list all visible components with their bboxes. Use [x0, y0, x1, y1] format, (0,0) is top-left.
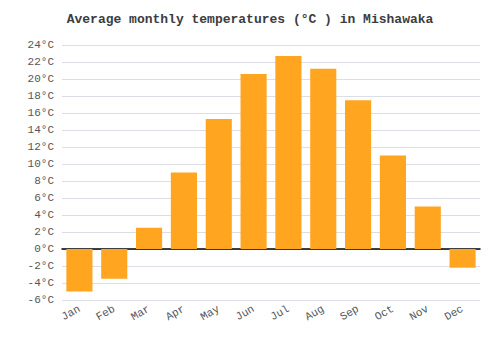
svg-text:12°C: 12°C	[28, 141, 55, 153]
svg-text:4°C: 4°C	[34, 209, 54, 221]
svg-text:Oct: Oct	[373, 303, 396, 323]
svg-text:16°C: 16°C	[28, 107, 55, 119]
svg-text:Average monthly temperatures (: Average monthly temperatures (°C ) in Mi…	[67, 12, 434, 27]
svg-text:2°C: 2°C	[34, 226, 54, 238]
svg-text:8°C: 8°C	[34, 175, 54, 187]
svg-text:20°C: 20°C	[28, 73, 55, 85]
svg-text:-4°C: -4°C	[28, 277, 55, 289]
svg-text:-6°C: -6°C	[28, 294, 55, 306]
svg-text:Nov: Nov	[408, 303, 431, 323]
svg-text:-2°C: -2°C	[28, 260, 55, 272]
svg-text:6°C: 6°C	[34, 192, 54, 204]
svg-text:May: May	[199, 303, 222, 323]
svg-text:18°C: 18°C	[28, 90, 55, 102]
svg-text:Apr: Apr	[164, 303, 187, 323]
svg-text:10°C: 10°C	[28, 158, 55, 170]
svg-text:Sep: Sep	[338, 303, 361, 323]
svg-text:24°C: 24°C	[28, 39, 55, 51]
svg-text:Aug: Aug	[303, 303, 326, 323]
svg-text:Dec: Dec	[442, 303, 465, 323]
svg-text:0°C: 0°C	[34, 243, 54, 255]
svg-text:22°C: 22°C	[28, 56, 55, 68]
svg-text:Jun: Jun	[233, 303, 256, 323]
svg-text:Jul: Jul	[268, 303, 291, 323]
svg-text:Feb: Feb	[94, 303, 117, 323]
svg-text:Mar: Mar	[129, 303, 152, 323]
svg-text:14°C: 14°C	[28, 124, 55, 136]
svg-text:Jan: Jan	[59, 303, 82, 323]
